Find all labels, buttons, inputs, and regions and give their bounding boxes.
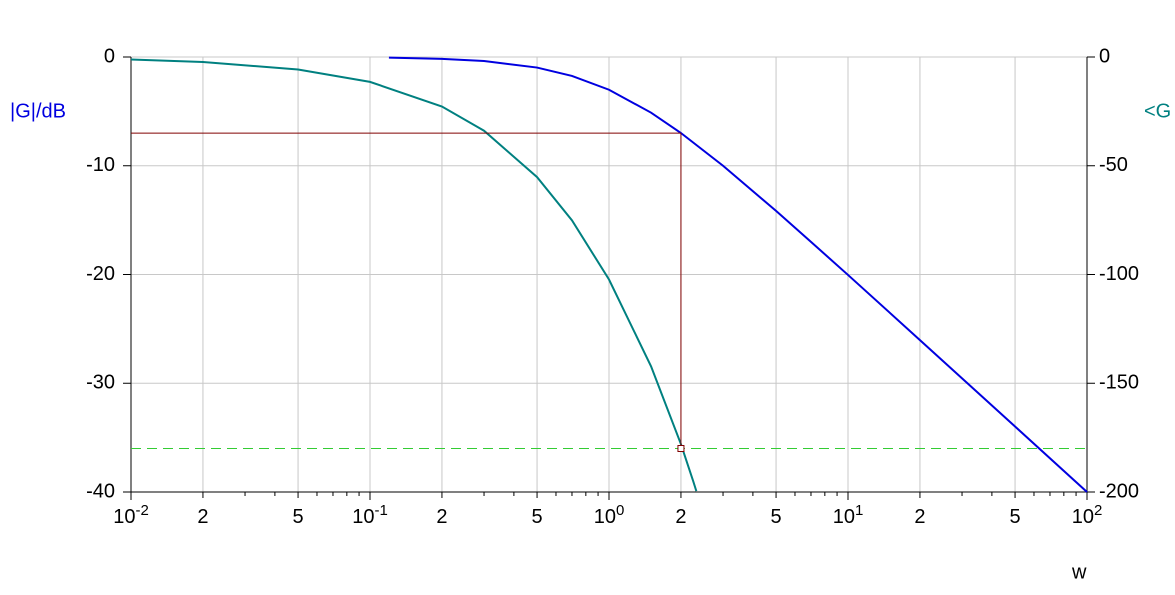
x-tick-label: 2: [675, 506, 686, 528]
marker-point: [677, 445, 685, 452]
y2-axis-label: <G: [1144, 100, 1171, 122]
y-axis-label: |G|/dB: [10, 100, 66, 122]
y2-tick-label: -150: [1099, 372, 1139, 394]
x-tick-base: 2: [675, 506, 686, 528]
x-tick-label: 2: [914, 506, 925, 528]
x-tick-base: 2: [914, 506, 925, 528]
x-tick-label: 5: [1009, 506, 1020, 528]
x-tick-power: -1: [374, 502, 387, 519]
y2-tick-label: -50: [1099, 154, 1128, 176]
y-tick-label: -10: [86, 154, 115, 176]
x-tick-label: 10-1: [352, 502, 388, 528]
y-tick-label: -40: [86, 480, 115, 502]
series-line: [130, 58, 698, 492]
y-tick-label: 0: [104, 45, 115, 67]
x-axis-label: w: [1071, 561, 1087, 583]
x-tick-power: -2: [135, 502, 148, 519]
x-tick-base: 10: [113, 506, 135, 528]
x-tick-label: 100: [594, 502, 625, 528]
x-tick-label: 2: [436, 506, 447, 528]
grid: [130, 56, 1088, 493]
x-tick-power: 0: [616, 502, 624, 519]
x-tick-power: 2: [1094, 502, 1102, 519]
x-tick-base: 5: [531, 506, 542, 528]
y2-tick-label: -100: [1099, 263, 1139, 285]
x-tick-base: 5: [1009, 506, 1020, 528]
x-tick-base: 2: [197, 506, 208, 528]
x-tick-label: 101: [833, 502, 864, 528]
x-tick-label: 102: [1072, 502, 1103, 528]
y-tick-label: -20: [86, 263, 115, 285]
x-tick-label: 2: [197, 506, 208, 528]
x-tick-label: 5: [531, 506, 542, 528]
x-tick-base: 10: [352, 506, 374, 528]
x-tick-label: 5: [770, 506, 781, 528]
x-tick-base: 5: [292, 506, 303, 528]
y-tick-label: -30: [86, 372, 115, 394]
x-tick-base: 10: [833, 506, 855, 528]
x-tick-label: 10-2: [113, 502, 149, 528]
x-tick-base: 2: [436, 506, 447, 528]
x-tick-base: 10: [594, 506, 616, 528]
x-tick-base: 10: [1072, 506, 1094, 528]
x-tick-base: 5: [770, 506, 781, 528]
x-tick-power: 1: [855, 502, 863, 519]
x-tick-label: 5: [292, 506, 303, 528]
y2-tick-label: -200: [1099, 480, 1139, 502]
y2-tick-label: 0: [1099, 45, 1110, 67]
